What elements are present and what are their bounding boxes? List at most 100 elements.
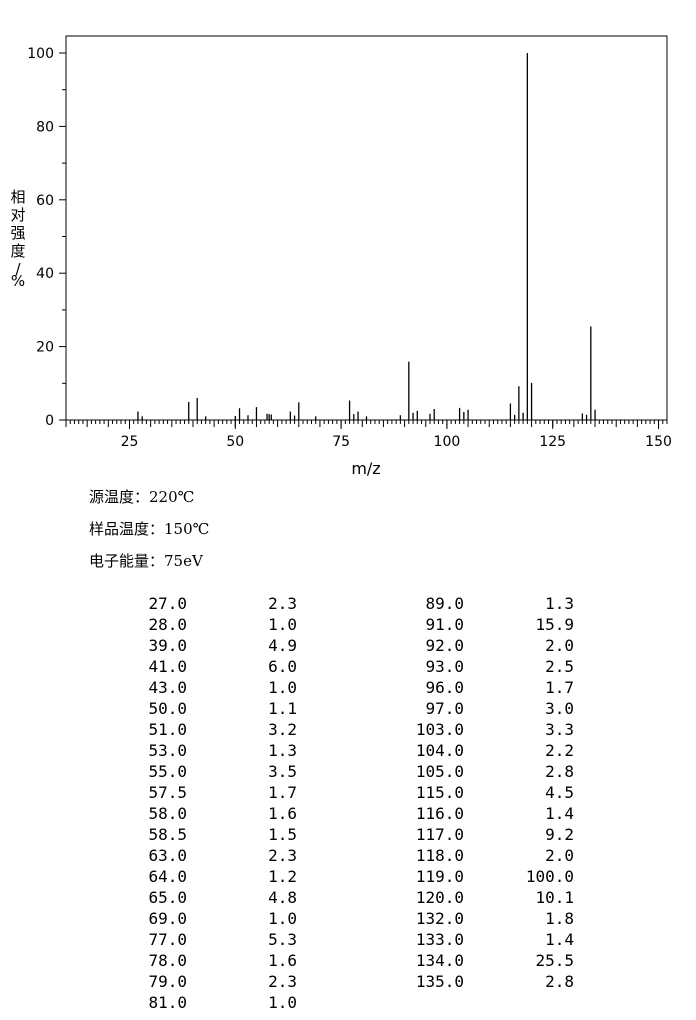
peak-intensity: 15.9: [535, 615, 574, 634]
electron-energy-value: 75eV: [164, 552, 203, 570]
peak-intensity: 2.3: [268, 594, 297, 613]
peak-mz: 55.0: [148, 762, 187, 781]
y-axis-label-char: 对: [10, 206, 25, 224]
peak-mz: 105.0: [415, 762, 464, 781]
peak-mz: 104.0: [415, 741, 464, 760]
peak-mz: 135.0: [415, 972, 464, 991]
peak-mz: 65.0: [148, 888, 187, 907]
peak-mz: 69.0: [148, 909, 187, 928]
peak-mz: 97.0: [425, 699, 464, 718]
peak-intensity: 2.8: [545, 972, 574, 991]
peak-intensity: 5.3: [268, 930, 297, 949]
peak-intensity: 1.8: [545, 909, 574, 928]
y-tick-label: 60: [36, 193, 54, 209]
peak-intensity: 2.8: [545, 762, 574, 781]
y-axis-label-char: 度: [10, 242, 25, 260]
peak-intensity: 1.7: [268, 783, 297, 802]
electron-energy: 电子能量：75eV: [89, 550, 203, 571]
source-temperature-label: 源温度：: [89, 488, 150, 506]
sample-temperature: 样品温度：150℃: [89, 518, 209, 539]
peak-intensity: 1.0: [268, 615, 297, 634]
peak-mz: 118.0: [415, 846, 464, 865]
x-axis: 25 50 75 100 125 150: [121, 420, 672, 450]
peak-mz: 28.0: [148, 615, 187, 634]
peak-mz: 50.0: [148, 699, 187, 718]
peak-intensity: 3.2: [268, 720, 297, 739]
peak-mz: 39.0: [148, 636, 187, 655]
peak-mz: 79.0: [148, 972, 187, 991]
peak-intensity: 3.3: [545, 720, 574, 739]
x-tick-label: 50: [226, 434, 244, 450]
y-tick-label: 100: [27, 46, 54, 62]
y-axis-label-char: 相: [10, 188, 25, 206]
peak-mz: 43.0: [148, 678, 187, 697]
peak-intensity: 1.4: [545, 930, 574, 949]
peak-mz: 63.0: [148, 846, 187, 865]
peak-intensity: 1.5: [268, 825, 297, 844]
peak-mz: 58.0: [148, 804, 187, 823]
peak-mz: 134.0: [415, 951, 464, 970]
y-tick-label: 20: [36, 340, 54, 356]
peak-intensity: 1.1: [268, 699, 297, 718]
peak-mz: 133.0: [415, 930, 464, 949]
y-tick-label: 40: [36, 266, 54, 282]
electron-energy-label: 电子能量：: [89, 552, 165, 570]
x-tick-label: 100: [434, 434, 461, 450]
peak-intensity: 2.5: [545, 657, 574, 676]
x-tick-label: 150: [645, 434, 672, 450]
peak-mz: 53.0: [148, 741, 187, 760]
peak-mz: 119.0: [415, 867, 464, 886]
peak-intensity: 2.2: [545, 741, 574, 760]
sample-temperature-value: 150℃: [164, 520, 210, 538]
y-axis-label-char: 强: [10, 224, 25, 242]
peak-intensity: 6.0: [268, 657, 297, 676]
y-axis-label-char: /: [15, 260, 21, 278]
x-tick-label: 125: [539, 434, 566, 450]
peak-intensity: 2.0: [545, 846, 574, 865]
peak-intensity: 4.5: [545, 783, 574, 802]
peak-intensity: 3.0: [545, 699, 574, 718]
peak-mz: 91.0: [425, 615, 464, 634]
mass-spectrum-chart: 25 50 75 100 125 150 0 20 40 60 80 100 m/z 相对强度/%: [10, 35, 672, 478]
peak-intensity: 25.5: [535, 951, 574, 970]
minor-ticks: [65, 420, 668, 427]
peak-mz: 58.5: [148, 825, 187, 844]
peak-mz: 120.0: [415, 888, 464, 907]
peak-mz: 96.0: [425, 678, 464, 697]
peak-intensity: 1.0: [268, 678, 297, 697]
peak-intensity: 1.3: [268, 741, 297, 760]
peak-mz: 77.0: [148, 930, 187, 949]
source-temperature: 源温度：220℃: [89, 486, 194, 507]
peak-mz: 89.0: [425, 594, 464, 613]
x-tick-label: 25: [121, 434, 139, 450]
peak-mz: 51.0: [148, 720, 187, 739]
peak-mz: 115.0: [415, 783, 464, 802]
peak-intensity: 4.9: [268, 636, 297, 655]
y-axis: 0 20 40 60 80 100: [27, 46, 66, 429]
peak-mz: 41.0: [148, 657, 187, 676]
peak-mz: 116.0: [415, 804, 464, 823]
y-tick-label: 0: [45, 413, 54, 429]
peak-intensity: 100.0: [525, 867, 574, 886]
peak-mz: 93.0: [425, 657, 464, 676]
peak-mz: 132.0: [415, 909, 464, 928]
peak-intensity: 1.4: [545, 804, 574, 823]
x-axis-label: m/z: [351, 459, 380, 478]
peak-intensity: 4.8: [268, 888, 297, 907]
peak-mz: 27.0: [148, 594, 187, 613]
peak-intensity: 10.1: [535, 888, 574, 907]
source-temperature-value: 220℃: [149, 488, 195, 506]
y-axis-label: 相对强度/%: [10, 188, 25, 290]
peak-mz: 81.0: [148, 993, 187, 1012]
peak-intensity: 1.6: [268, 951, 297, 970]
peak-intensity: 1.2: [268, 867, 297, 886]
peak-mz: 117.0: [415, 825, 464, 844]
y-axis-label-char: %: [11, 272, 25, 290]
peak-intensity: 2.0: [545, 636, 574, 655]
peak-intensity: 2.3: [268, 846, 297, 865]
x-tick-label: 75: [332, 434, 350, 450]
spectrum-bars: [137, 53, 596, 420]
peak-mz: 103.0: [415, 720, 464, 739]
y-tick-label: 80: [36, 119, 54, 135]
plot-frame: [65, 35, 668, 421]
